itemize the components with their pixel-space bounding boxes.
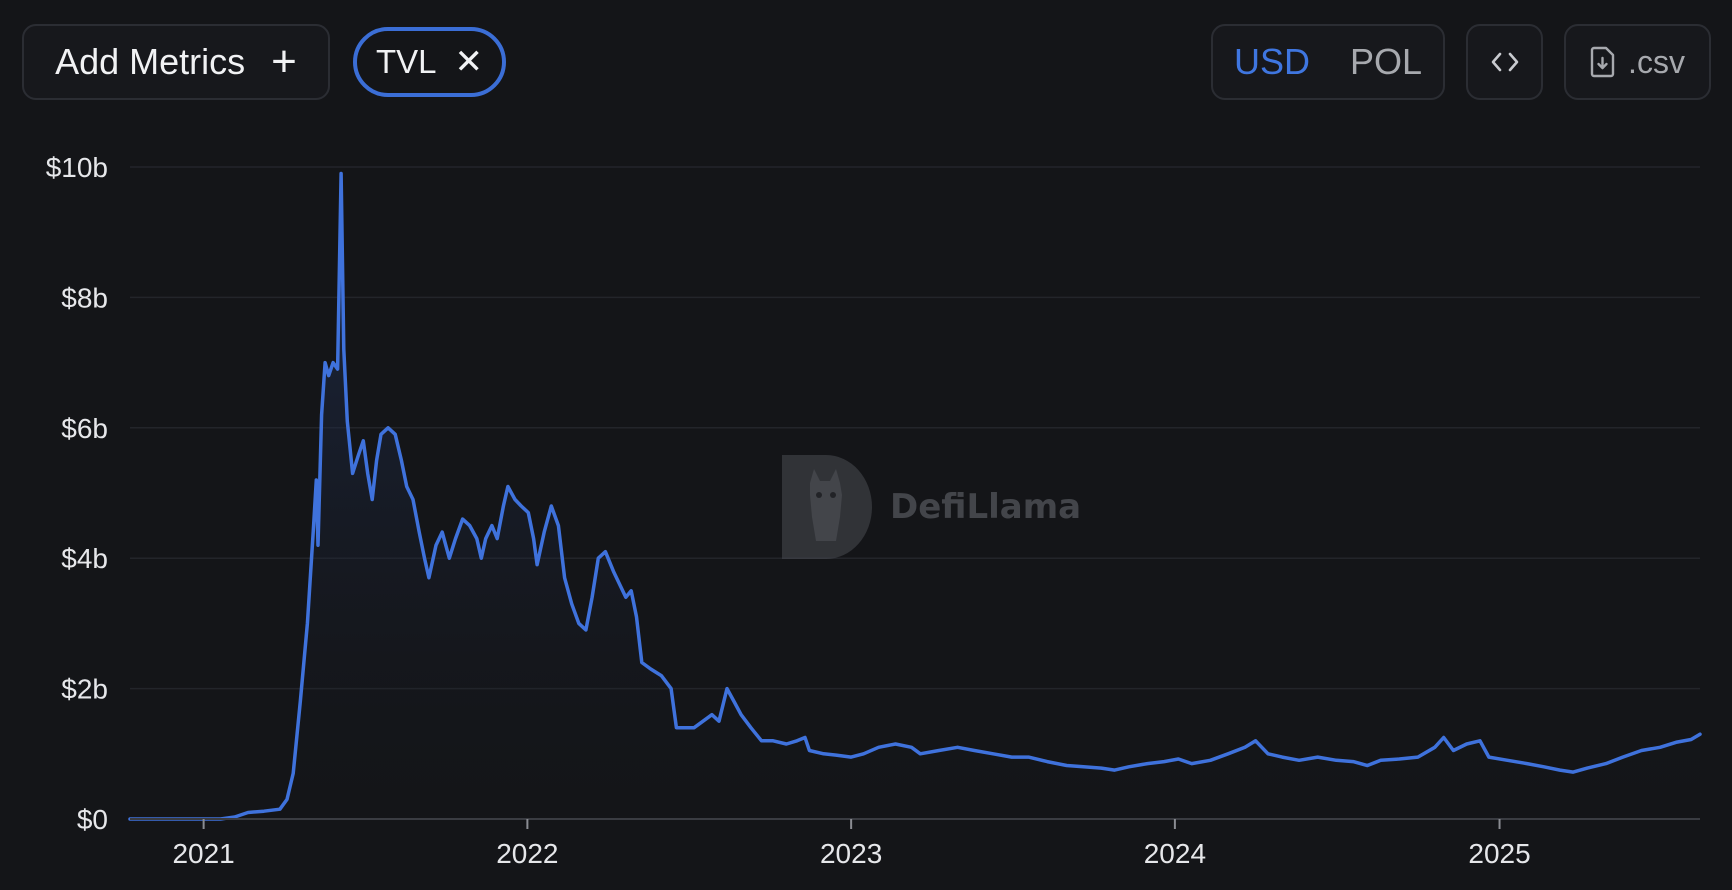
x-tick-label: 2025 (1468, 838, 1530, 869)
x-tick-label: 2022 (496, 838, 558, 869)
llama-logo-icon (782, 455, 872, 559)
metric-chip-label: TVL (375, 43, 437, 80)
y-tick-label: $6b (61, 413, 108, 444)
tvl-series-line (128, 171, 1702, 821)
metric-chip-tvl[interactable]: TVL ✕ (353, 27, 506, 97)
watermark-text: DefiLlama (890, 487, 1082, 527)
plus-icon: + (271, 37, 297, 86)
tvl-area-chart: $0 $2b $4b $6b $8b $10b 2021 2022 2023 2024 2025 (46, 152, 1702, 869)
currency-option-usd[interactable]: USD (1233, 41, 1310, 82)
y-tick-label: $8b (61, 282, 108, 313)
currency-option-pol[interactable]: POL (1349, 41, 1423, 82)
tvl-area-fill (130, 173, 1700, 819)
file-download-icon (1590, 46, 1615, 78)
code-icon (1491, 52, 1518, 72)
y-tick-label: $0 (77, 804, 108, 835)
close-icon[interactable]: ✕ (454, 43, 484, 81)
download-csv-button[interactable]: .csv (1564, 24, 1711, 100)
x-tick-label: 2021 (172, 838, 234, 869)
add-metrics-button[interactable]: Add Metrics + (22, 24, 330, 100)
x-tick-label: 2023 (820, 838, 882, 869)
defillama-watermark: DefiLlama (780, 455, 1081, 559)
currency-toggle: USD POL (1211, 24, 1445, 100)
add-metrics-label: Add Metrics (55, 41, 246, 82)
embed-button[interactable] (1466, 24, 1543, 100)
y-tick-label: $10b (46, 152, 108, 183)
tvl-chart: $0 $2b $4b $6b $8b $10b 2021 2022 2023 2024 2025 (0, 110, 1732, 890)
y-tick-label: $2b (61, 674, 108, 705)
x-tick-label: 2024 (1144, 838, 1206, 869)
chart-toolbar: Add Metrics + TVL ✕ USD POL .csv (0, 0, 1732, 110)
y-tick-label: $4b (61, 543, 108, 574)
csv-label: .csv (1628, 43, 1685, 80)
